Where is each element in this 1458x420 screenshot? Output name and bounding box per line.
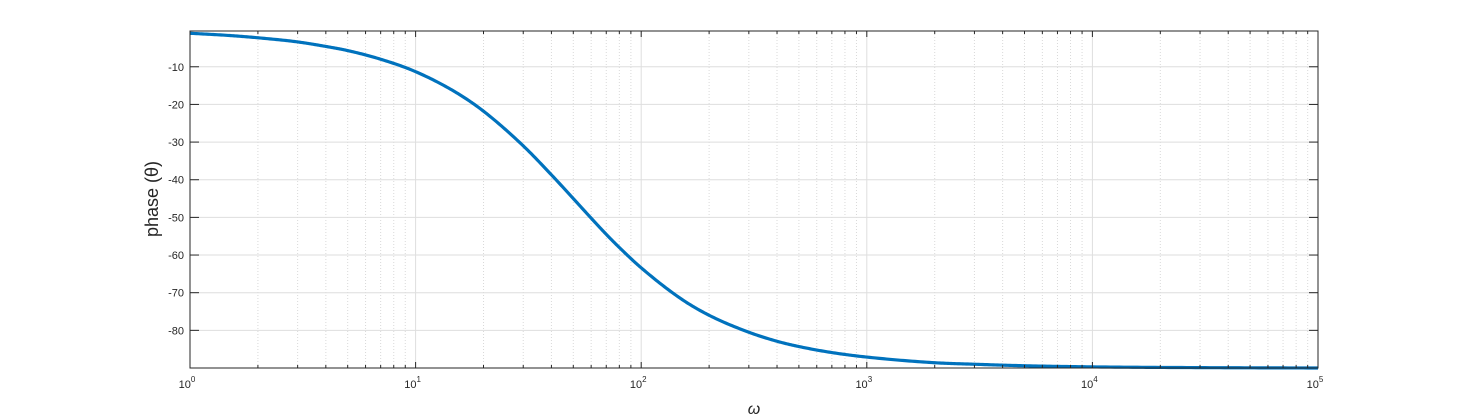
axes-box [189,30,1319,369]
y-tick-labels: -10 -20 -30 -40 -50 -60 -70 -80 [168,62,184,338]
x-tick-exponent: 4 [1093,375,1098,384]
x-tick-exponent: 2 [642,375,647,384]
y-tick-label: -70 [168,288,184,300]
x-tick-exponent: 3 [868,375,873,384]
x-tick-exponent: 5 [1319,375,1324,384]
x-tick-base: 10 [179,379,191,391]
x-tick-label: 103 [855,375,872,391]
x-tick-exponent: 1 [416,375,421,384]
y-tick-label: -80 [168,325,184,337]
y-tick-label: -60 [168,250,184,262]
series-lines [189,31,1319,370]
x-tick-base: 10 [1307,379,1319,391]
x-tick-labels: 100 101 102 103 104 105 [179,375,1324,391]
y-tick-label: -20 [168,99,184,111]
x-tick-label: 105 [1307,375,1324,391]
x-tick-label: 104 [1081,375,1098,391]
y-tick-label: -40 [168,175,184,187]
y-axis-label: phase (θ) [142,161,162,237]
x-tick-label: 100 [179,375,196,391]
phase-curve [189,31,1319,370]
x-tick-base: 10 [1081,379,1093,391]
x-tick-base: 10 [630,379,642,391]
axis-ticks [189,31,1319,368]
x-tick-exponent: 0 [191,375,196,384]
y-tick-label: -10 [168,62,184,74]
y-tick-label: -30 [168,137,184,149]
grid [189,31,1319,368]
x-axis-label: ω [748,401,760,418]
x-tick-base: 10 [404,379,416,391]
x-tick-label: 101 [404,375,421,391]
x-tick-label: 102 [630,375,647,391]
x-tick-base: 10 [855,379,867,391]
y-tick-label: -50 [168,212,184,224]
